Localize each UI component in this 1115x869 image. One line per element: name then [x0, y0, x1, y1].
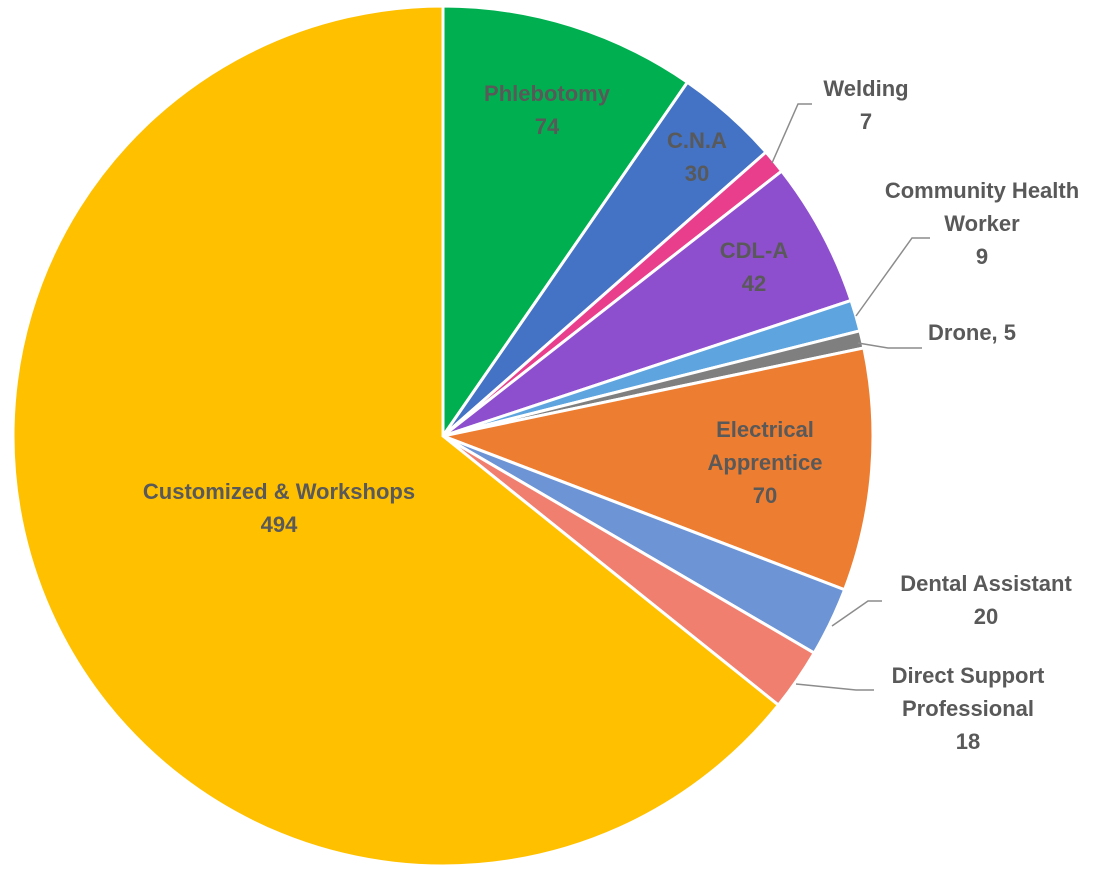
slice-label-line: 494: [261, 512, 298, 537]
slice-label-line: Professional: [902, 696, 1034, 721]
slice-label-electrical-apprentice: Electrical Apprentice 70: [708, 417, 823, 508]
pie-slice-cdl-a: [442, 168, 853, 438]
slice-label-line: Worker: [944, 211, 1020, 236]
slice-label-line: 7: [860, 109, 872, 134]
leader-line-community-health-worker: [855, 237, 930, 317]
slice-label-dental-assistant: Dental Assistant 20: [900, 571, 1072, 629]
slice-label-cdl-a: CDL-A 42: [720, 238, 789, 296]
slice-label-line: CDL-A: [720, 238, 789, 263]
slice-label-line: Dental Assistant: [900, 571, 1072, 596]
slice-label-line: Customized & Workshops: [143, 479, 415, 504]
slice-label-line: Electrical: [716, 417, 814, 442]
pie-slices: [11, 4, 875, 868]
slice-label-line: Community Health: [885, 178, 1079, 203]
leader-line-welding: [771, 103, 812, 164]
slice-label-customized-and-workshops: Customized & Workshops 494: [143, 479, 415, 537]
leader-line-drone: [857, 342, 922, 349]
slice-label-phlebotomy: Phlebotomy 74: [484, 81, 611, 139]
slice-label-welding: Welding 7: [823, 76, 908, 134]
slice-label-community-health-worker: Community Health Worker 9: [885, 178, 1079, 269]
pie-slice-customized-and-workshops: [11, 4, 781, 868]
slice-label-c-n-a: C.N.A 30: [667, 128, 727, 186]
slice-labels: Phlebotomy 74 C.N.A 30 Welding 7 CDL-A 42 Commun…: [143, 76, 1079, 754]
slice-label-direct-support-professional: Direct Support Professional 18: [892, 663, 1045, 754]
slice-label-line: Phlebotomy: [484, 81, 611, 106]
slice-label-line: 18: [956, 729, 980, 754]
slice-label-line: Direct Support: [892, 663, 1045, 688]
slice-label-line: Drone, 5: [928, 320, 1016, 345]
slice-label-line: 9: [976, 244, 988, 269]
slice-label-line: 20: [974, 604, 998, 629]
slice-label-line: 30: [685, 161, 709, 186]
slice-label-line: 70: [753, 483, 777, 508]
leader-line-direct-support-professional: [795, 683, 874, 691]
slice-label-line: C.N.A: [667, 128, 727, 153]
pie-slice-phlebotomy: [441, 4, 690, 441]
slice-label-line: Welding: [823, 76, 908, 101]
leader-lines: [771, 103, 930, 691]
slice-label-line: 42: [742, 271, 766, 296]
leader-line-dental-assistant: [831, 600, 882, 627]
slice-label-line: Apprentice: [708, 450, 823, 475]
pie-slice-electrical-apprentice: [437, 346, 875, 592]
slice-label-drone: Drone, 5: [928, 320, 1016, 345]
slice-label-line: 74: [535, 114, 560, 139]
